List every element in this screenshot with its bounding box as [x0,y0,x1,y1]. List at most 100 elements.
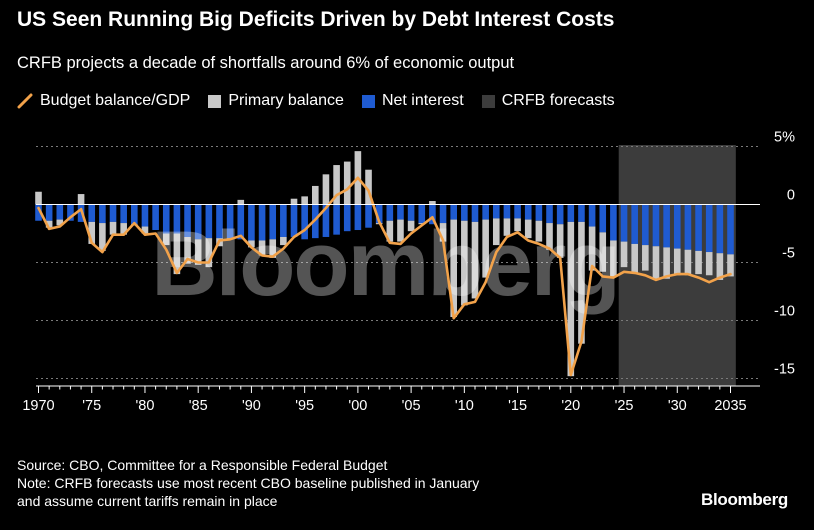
bar-primary-balance [248,240,255,248]
bar-primary-balance [290,198,298,205]
x-tick-label: '95 [295,398,314,414]
bar-primary-balance [652,246,660,279]
bar-net-interest [322,204,330,237]
square-swatch-icon [208,94,222,108]
bar-net-interest [535,204,543,221]
bar-net-interest [120,204,127,224]
note-line-1: Note: CRFB forecasts use most recent CBO… [17,475,480,491]
bar-net-interest [67,204,74,221]
bar-primary-balance [194,239,202,265]
budget-balance-line [37,176,732,377]
note-line-2: and assume current tariffs remain in pla… [17,493,278,509]
series-line-budget-balance [37,176,732,377]
bar-net-interest [727,204,734,255]
legend-item-primary-balance: Primary balance [208,92,344,110]
bar-net-interest [461,204,468,221]
bar-primary-balance [418,223,426,225]
bar-primary-balance [642,245,649,271]
x-tick-label: '30 [668,398,687,414]
bar-primary-balance [588,226,596,271]
bar-net-interest [705,204,713,253]
bar-net-interest [450,204,458,220]
bars [35,151,734,377]
bar-primary-balance [407,220,415,232]
x-tick-label: '25 [615,398,634,414]
bar-net-interest [429,204,436,225]
bar-net-interest [301,204,308,240]
bar-net-interest [269,204,277,240]
y-tick-label: -15 [774,362,795,378]
line-swatch-icon [17,93,33,109]
bar-net-interest [205,204,213,239]
bar-primary-balance [162,233,170,246]
bar-net-interest [141,204,149,227]
legend-item-net-interest: Net interest [361,92,464,110]
bar-primary-balance [77,194,85,205]
bar-primary-balance [705,252,713,276]
bar-primary-balance [397,219,404,242]
bar-primary-balance [184,236,191,264]
bar-primary-balance [631,243,638,273]
bar-net-interest [99,204,106,224]
bar-primary-balance [503,218,511,236]
bar-net-interest [652,204,660,247]
chart-subtitle: CRFB projects a decade of shortfalls aro… [17,54,515,72]
bar-net-interest [673,204,681,249]
bar-primary-balance [141,226,149,234]
x-tick-label: 1970 [22,398,54,414]
legend: Budget balance/GDP Primary balance Net i… [17,92,615,110]
legend-label-forecasts: CRFB forecasts [501,92,615,109]
bar-net-interest [173,204,181,234]
legend-label-primary-balance: Primary balance [228,92,344,109]
bar-primary-balance [439,223,447,242]
bar-primary-balance [301,196,308,205]
bar-net-interest [237,204,245,240]
bar-net-interest [492,204,500,219]
bar-net-interest [663,204,670,248]
square-swatch-icon [481,94,495,108]
bar-primary-balance [429,201,436,205]
x-tick-label: '20 [561,398,580,414]
bar-net-interest [365,204,372,228]
bar-net-interest [524,204,532,220]
bar-primary-balance [727,254,734,277]
bar-primary-balance [482,219,489,278]
bar-net-interest [588,204,596,227]
bar-primary-balance [461,220,468,306]
bar-net-interest [109,204,117,222]
bar-primary-balance [173,233,181,275]
bar-primary-balance [269,239,277,258]
bar-net-interest [578,204,585,222]
y-tick-label: -10 [774,304,795,320]
bar-primary-balance [99,223,106,251]
bar-primary-balance [471,221,479,299]
bar-net-interest [88,204,96,222]
bar-net-interest [610,204,617,241]
bar-primary-balance [120,223,127,235]
bar-net-interest [194,204,202,240]
bar-net-interest [397,204,404,220]
chart-plot: Bloomberg 1970 '75 '80 '85 '90 '95 '00 '05 '10 '1… [22,130,795,415]
bar-primary-balance [610,240,617,277]
bar-net-interest [482,204,489,220]
bar-net-interest [226,204,234,239]
legend-label-net-interest: Net interest [381,92,464,109]
bar-net-interest [418,204,426,224]
bar-net-interest [556,204,564,225]
chart-title: US Seen Running Big Deficits Driven by D… [17,8,615,31]
x-tick-label: '15 [508,398,527,414]
bar-net-interest [290,204,298,237]
bar-net-interest [514,204,521,219]
bar-net-interest [162,204,170,234]
bar-net-interest [333,204,340,235]
bar-primary-balance [546,223,553,250]
bar-net-interest [716,204,724,254]
square-swatch-icon [361,94,375,108]
bar-net-interest [471,204,479,222]
footer: Source: CBO, Committee for a Responsible… [17,456,479,510]
watermark: Bloomberg [151,213,621,315]
bar-net-interest [343,204,351,232]
bar-primary-balance [663,247,670,279]
watermark-text: Bloomberg [151,213,619,315]
bar-primary-balance [620,241,628,268]
